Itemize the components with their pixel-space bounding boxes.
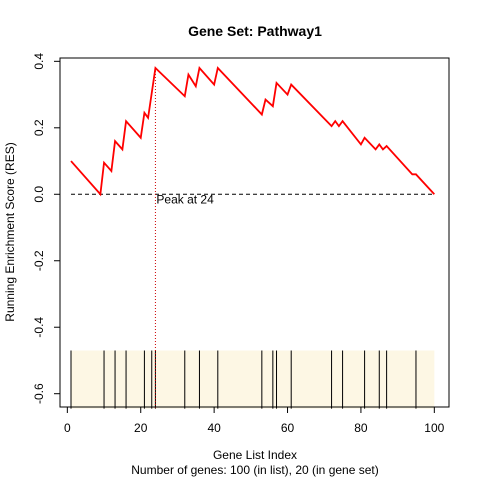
peak-annotation: Peak at 24 [156,192,214,206]
y-tick-label: -0.4 [32,317,46,338]
chart-title: Gene Set: Pathway1 [188,23,322,39]
x-axis-label: Gene List Index [213,448,297,462]
x-tick-label: 100 [424,421,444,435]
x-tick-label: 60 [281,421,295,435]
x-tick-label: 40 [207,421,221,435]
x-tick-label: 20 [134,421,148,435]
x-tick-label: 80 [354,421,368,435]
y-axis-label: Running Enrichment Score (RES) [3,142,17,321]
hit-band [71,350,434,408]
x-tick-label: 0 [64,421,71,435]
y-tick-label: 0.4 [32,53,46,70]
y-tick-label: 0.0 [32,186,46,203]
chart-subtitle: Number of genes: 100 (in list), 20 (in g… [131,463,378,477]
y-tick-label: -0.2 [32,250,46,271]
y-tick-label: 0.2 [32,119,46,136]
y-tick-label: -0.6 [32,383,46,404]
